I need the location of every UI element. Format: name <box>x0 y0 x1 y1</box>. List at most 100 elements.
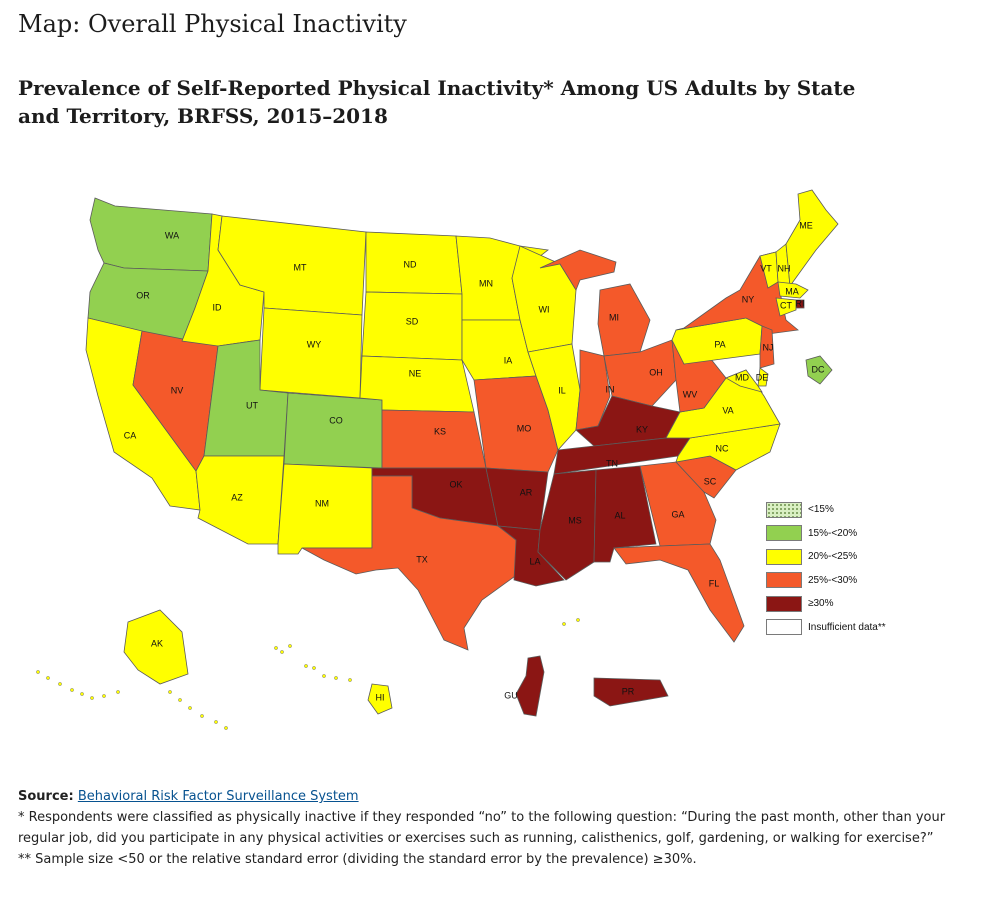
state-label: MN <box>479 278 493 288</box>
state-co <box>283 392 383 469</box>
island-mark <box>90 696 94 700</box>
state-label: MO <box>517 423 532 433</box>
state-label: OK <box>449 479 462 489</box>
state-label: AK <box>151 638 163 648</box>
state-nj <box>759 325 775 369</box>
state-label: IL <box>558 385 566 395</box>
state-label: FL <box>709 578 720 588</box>
state-label: ME <box>799 220 813 230</box>
state-label: ND <box>404 259 417 269</box>
island-mark <box>200 714 204 718</box>
state-label: IA <box>504 355 513 365</box>
legend-item: 20%-<25% <box>766 545 936 569</box>
state-label: GU <box>504 690 518 700</box>
state-dc <box>805 355 833 385</box>
state-label: NM <box>315 498 329 508</box>
island-mark <box>288 644 292 648</box>
state-label: WI <box>539 304 550 314</box>
state-label: PR <box>622 686 635 696</box>
footnote-insufficient-data: ** Sample size <50 or the relative stand… <box>18 852 697 867</box>
state-md <box>725 369 763 393</box>
state-label: MT <box>294 262 307 272</box>
legend-label: 25%-<30% <box>808 574 858 586</box>
state-label: MA <box>785 286 799 296</box>
state-label: LA <box>529 556 540 566</box>
us-map-figure: WA OR CA NV ID MT WY UT CO AZ NM ND SD NE KS OK TX MN IA MO… <box>20 180 970 740</box>
state-label: IN <box>606 384 615 394</box>
island-mark <box>168 690 172 694</box>
state-label: SD <box>406 316 419 326</box>
legend-item: ≥30% <box>766 592 936 616</box>
footnote-inactivity-definition: * Respondents were classified as physica… <box>18 810 946 846</box>
state-label: NH <box>778 263 791 273</box>
state-label: TN <box>606 458 618 468</box>
state-label: CT <box>780 300 792 310</box>
legend-item: 25%-<30% <box>766 569 936 593</box>
island-mark <box>334 676 338 680</box>
island-mark <box>70 688 74 692</box>
legend-item: <15% <box>766 498 936 522</box>
state-label: KY <box>636 424 648 434</box>
state-wa <box>89 197 213 272</box>
state-label: OH <box>649 367 663 377</box>
state-label: AZ <box>231 492 243 502</box>
island-mark <box>214 720 218 724</box>
island-mark <box>36 670 40 674</box>
legend-swatch <box>766 525 802 542</box>
source-line: Source: Behavioral Risk Factor Surveilla… <box>18 786 958 807</box>
state-label: UT <box>246 400 258 410</box>
state-label: KS <box>434 426 446 436</box>
island-mark <box>188 706 192 710</box>
legend-swatch <box>766 548 802 565</box>
legend-label: <15% <box>808 504 834 516</box>
state-label: DE <box>756 372 769 382</box>
state-label: WY <box>307 339 322 349</box>
state-wy <box>259 307 363 399</box>
state-label: MD <box>735 372 749 382</box>
island-mark <box>322 674 326 678</box>
state-label: CA <box>124 430 137 440</box>
state-label: NE <box>409 368 422 378</box>
legend-swatch <box>766 595 802 612</box>
island-mark <box>224 726 228 730</box>
state-ks <box>381 409 487 469</box>
state-label: ID <box>213 302 223 312</box>
island-mark <box>312 666 316 670</box>
state-label: HI <box>376 692 385 702</box>
state-az <box>195 455 285 545</box>
source-link[interactable]: Behavioral Risk Factor Surveillance Syst… <box>77 789 359 804</box>
state-label: NJ <box>763 342 774 352</box>
state-tx <box>301 475 519 651</box>
island-mark <box>562 622 566 626</box>
island-mark <box>102 694 106 698</box>
legend-label: Insufficient data** <box>808 621 886 633</box>
state-label: SC <box>704 476 717 486</box>
legend-swatch <box>766 572 802 589</box>
legend-swatch <box>766 619 802 636</box>
state-mt <box>217 215 367 316</box>
source-label: Source: <box>18 789 74 804</box>
state-pr <box>593 677 669 707</box>
state-label: VT <box>760 263 772 273</box>
state-label: PA <box>714 339 725 349</box>
state-label: NY <box>742 294 755 304</box>
island-mark <box>274 646 278 650</box>
island-mark <box>178 698 182 702</box>
state-label: OR <box>136 290 150 300</box>
state-label: NV <box>171 385 184 395</box>
state-hi <box>367 683 393 715</box>
legend-label: 20%-<25% <box>808 551 858 563</box>
state-label: MI <box>609 312 619 322</box>
island-mark <box>116 690 120 694</box>
state-label: MS <box>568 515 582 525</box>
us-map: WA OR CA NV ID MT WY UT CO AZ NM ND SD NE KS OK TX MN IA MO… <box>36 189 839 730</box>
island-mark <box>348 678 352 682</box>
island-mark <box>58 682 62 686</box>
state-ma <box>777 281 809 299</box>
map-notes: Source: Behavioral Risk Factor Surveilla… <box>18 786 958 870</box>
state-de <box>757 367 769 387</box>
state-label: CO <box>329 415 343 425</box>
island-mark <box>576 618 580 622</box>
island-mark <box>304 664 308 668</box>
state-ct <box>775 297 797 317</box>
